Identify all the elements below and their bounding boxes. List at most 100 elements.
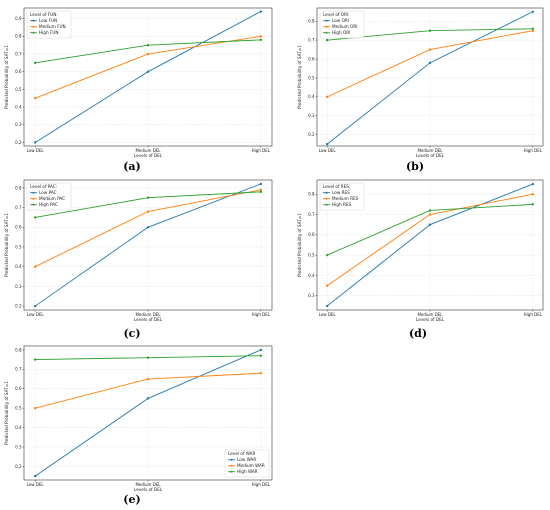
- chart-panel-d: 0.3 0.4 0.5 0.6 0.7 0.8 Low DEL Medium DEL High …: [297, 179, 544, 322]
- y-tick-label: 0.8: [15, 34, 22, 39]
- x-tick-label: High DEL: [252, 148, 271, 153]
- data-point: [325, 304, 329, 308]
- x-tick-label: High DEL: [252, 312, 271, 317]
- legend-marker: [230, 470, 233, 473]
- x-tick-label: High DEL: [524, 312, 543, 317]
- data-point: [146, 70, 150, 73]
- y-tick-label: 0.6: [15, 386, 22, 391]
- data-point: [259, 182, 263, 186]
- legend-entry: Medium FUN: [39, 24, 66, 29]
- y-axis-label: Predicted Probability of SAT=1: [4, 45, 9, 109]
- legend-entry: Medium RES: [332, 196, 359, 201]
- legend-marker: [32, 31, 35, 34]
- y-tick-label: 0.6: [308, 56, 315, 61]
- chart-panel-c: 0.2 0.3 0.4 0.5 0.6 0.7 0.8 Low DEL Medium DEL Hi…: [4, 179, 273, 322]
- legend-marker: [325, 19, 328, 22]
- x-tick-label: Medium DEL: [135, 482, 161, 487]
- legend-entry: Low RES: [332, 190, 350, 195]
- data-point: [325, 253, 329, 257]
- data-point: [428, 223, 432, 226]
- y-tick-label: 0.7: [15, 51, 22, 56]
- x-tick-label: Low DEL: [27, 312, 45, 317]
- data-point: [33, 97, 37, 100]
- legend-box: [26, 182, 72, 211]
- y-tick-label: 0.4: [308, 94, 315, 99]
- legend-box: [26, 10, 72, 39]
- x-tick-label: Low DEL: [319, 312, 337, 317]
- data-point: [146, 226, 150, 229]
- data-point: [146, 196, 150, 199]
- data-point: [325, 142, 329, 146]
- x-tick-label: High DEL: [252, 482, 271, 487]
- data-point: [259, 10, 263, 13]
- y-tick-label: 0.7: [308, 212, 315, 217]
- y-tick-label: 0.5: [15, 406, 22, 411]
- data-point: [33, 406, 37, 410]
- x-axis-label: Levels of DEL: [134, 317, 163, 322]
- chart-panel-e: 0.2 0.3 0.4 0.5 0.6 0.7 0.8 Low DEL Medium DEL Hi…: [4, 345, 273, 492]
- caption-c: (c): [123, 327, 141, 340]
- y-tick-label: 0.7: [15, 367, 22, 372]
- y-tick-label: 0.3: [308, 113, 315, 118]
- data-point: [531, 182, 535, 186]
- legend-title: Level of PAC:: [30, 184, 57, 189]
- y-tick-label: 0.6: [308, 232, 315, 237]
- data-point: [428, 213, 432, 216]
- x-tick-label: Medium DEL: [417, 148, 443, 153]
- legend-entry: Low ORI: [332, 18, 349, 23]
- data-point: [259, 38, 263, 42]
- legend-title: Level of RES:: [323, 184, 350, 189]
- legend-entry: High WAR: [237, 469, 258, 474]
- data-point: [325, 284, 329, 287]
- x-tick-label: Medium DEL: [135, 312, 161, 317]
- y-tick-label: 0.3: [15, 284, 22, 289]
- data-point: [33, 474, 37, 478]
- y-tick-label: 0.3: [308, 293, 315, 298]
- data-point: [259, 35, 263, 38]
- y-tick-label: 0.6: [15, 225, 22, 230]
- data-point: [531, 193, 535, 196]
- legend-marker: [325, 31, 328, 34]
- legend-box: [319, 182, 365, 211]
- legend-entry: High FUN: [39, 30, 59, 35]
- x-axis-label: Levels of DEL: [134, 487, 163, 492]
- legend-entry: Medium WAR: [237, 463, 265, 468]
- y-tick-label: 0.3: [15, 122, 22, 127]
- x-axis-label: Levels of DEL: [416, 317, 445, 322]
- data-point: [325, 95, 329, 99]
- data-point: [428, 61, 432, 65]
- x-tick-label: Low DEL: [27, 148, 45, 153]
- data-point: [33, 61, 37, 65]
- y-tick-label: 0.8: [15, 185, 22, 190]
- legend-marker: [230, 464, 233, 467]
- data-point: [146, 397, 150, 400]
- y-tick-label: 0.8: [15, 347, 22, 352]
- data-point: [531, 29, 535, 32]
- y-tick-label: 0.8: [308, 19, 315, 24]
- legend-marker: [325, 25, 328, 28]
- data-point: [428, 29, 432, 32]
- x-tick-label: High DEL: [524, 148, 543, 153]
- data-point: [428, 48, 432, 51]
- legend-box: [224, 449, 270, 478]
- x-tick-label: Low DEL: [27, 482, 45, 487]
- data-point: [33, 265, 37, 268]
- data-point: [259, 354, 263, 357]
- data-point: [146, 210, 150, 213]
- legend-marker: [325, 191, 328, 194]
- data-point: [146, 356, 150, 359]
- data-point: [146, 52, 150, 56]
- y-tick-label: 0.3: [15, 444, 22, 449]
- legend-box: [319, 10, 365, 39]
- legend-entry: Medium PAC: [39, 196, 65, 201]
- data-point: [259, 348, 263, 352]
- data-point: [33, 216, 37, 219]
- y-axis-label: Predicted Probability of SAT=1: [297, 213, 302, 277]
- legend-entry: High ORI: [332, 30, 350, 35]
- data-point: [33, 304, 37, 308]
- legend-entry: Low PAC: [39, 190, 57, 195]
- legend-entry: Medium ORI: [332, 24, 358, 29]
- caption-b: (b): [405, 160, 425, 173]
- y-tick-label: 0.2: [15, 303, 22, 308]
- legend-marker: [32, 191, 35, 194]
